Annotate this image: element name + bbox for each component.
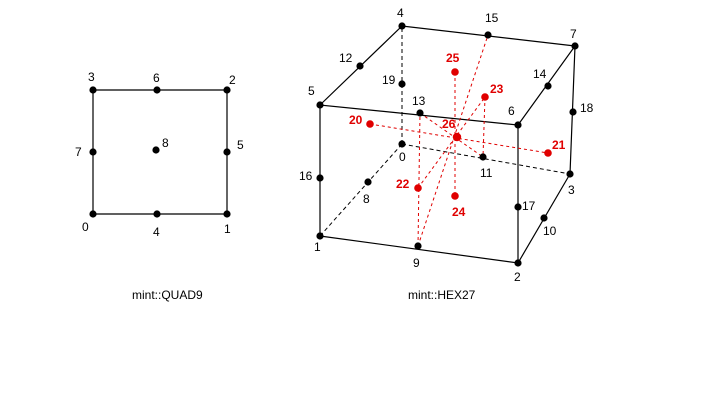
hex27-node-20 xyxy=(366,120,374,128)
quad9-label-0: 0 xyxy=(82,220,89,234)
hex27-label-25: 25 xyxy=(446,51,460,65)
hex27-label-11: 11 xyxy=(480,166,493,180)
hex27-caption: mint::HEX27 xyxy=(408,288,476,302)
quad9-node-1 xyxy=(223,210,231,218)
hex27-label-12: 12 xyxy=(339,51,353,65)
quad9-label-5: 5 xyxy=(237,138,244,152)
hex27-node-0 xyxy=(398,140,406,148)
hex27-node-21 xyxy=(544,149,552,157)
hex27-label-17: 17 xyxy=(522,199,536,213)
hex27-node-24 xyxy=(451,192,459,200)
quad9-outline xyxy=(92,89,228,215)
hex27-label-1: 1 xyxy=(314,240,321,254)
hex27-label-20: 20 xyxy=(349,113,363,127)
hex27-element: 0 1 2 3 4 5 6 7 8 9 10 11 12 13 14 15 16… xyxy=(299,6,594,302)
hex27-node-16 xyxy=(316,174,324,182)
quad9-label-4: 4 xyxy=(153,225,160,239)
quad9-node-8 xyxy=(152,146,160,154)
hex27-node-6 xyxy=(514,121,522,129)
hex27-label-10: 10 xyxy=(543,224,557,238)
hex27-label-22: 22 xyxy=(396,177,410,191)
hex27-label-13: 13 xyxy=(412,94,426,108)
hex27-node-14 xyxy=(544,82,552,90)
hex27-label-8: 8 xyxy=(363,192,370,206)
hex27-node-23 xyxy=(481,93,489,101)
hex27-label-16: 16 xyxy=(299,169,313,183)
quad9-node-3 xyxy=(89,86,97,94)
hex27-node-18 xyxy=(569,108,577,116)
hex27-label-2: 2 xyxy=(514,270,521,284)
hex27-label-9: 9 xyxy=(413,256,420,270)
hex27-label-7: 7 xyxy=(570,27,577,41)
hex27-node-22 xyxy=(414,184,422,192)
hex27-node-25 xyxy=(451,68,459,76)
quad9-element: 0 1 2 3 4 5 6 7 8 mint::QUAD9 xyxy=(75,70,244,302)
hex27-node-3 xyxy=(566,170,574,178)
hex27-label-4: 4 xyxy=(397,6,404,20)
hex27-node-15 xyxy=(484,31,492,39)
quad9-node-7 xyxy=(89,148,97,156)
hex27-label-3: 3 xyxy=(568,183,575,197)
hex27-label-6: 6 xyxy=(508,104,515,118)
hex27-node-2 xyxy=(514,259,522,267)
quad9-caption: mint::QUAD9 xyxy=(132,288,203,302)
hex27-hidden-edge-0-3 xyxy=(401,143,571,175)
hex27-label-14: 14 xyxy=(533,67,547,81)
hex27-node-9 xyxy=(414,242,422,250)
hex27-label-24: 24 xyxy=(452,205,466,219)
hex27-label-5: 5 xyxy=(308,84,315,98)
quad9-label-7: 7 xyxy=(75,145,82,159)
hex27-label-21: 21 xyxy=(552,138,566,152)
quad9-label-1: 1 xyxy=(224,222,231,236)
hex27-node-8 xyxy=(364,178,372,186)
hex27-node-10 xyxy=(540,214,548,222)
quad9-node-4 xyxy=(153,210,161,218)
quad9-label-3: 3 xyxy=(88,70,95,84)
hex27-node-19 xyxy=(398,80,406,88)
hex27-node-26 xyxy=(452,132,462,142)
hex27-node-13 xyxy=(416,109,424,117)
hex27-label-0: 0 xyxy=(399,150,406,164)
hex27-node-7 xyxy=(571,42,579,50)
quad9-label-6: 6 xyxy=(153,71,160,85)
hex27-node-1 xyxy=(316,232,324,240)
quad9-node-6 xyxy=(153,86,161,94)
quad9-node-5 xyxy=(223,148,231,156)
hex27-node-5 xyxy=(316,101,324,109)
hex27-label-18: 18 xyxy=(580,101,594,115)
hex27-node-11 xyxy=(479,153,487,161)
hex27-node-4 xyxy=(398,22,406,30)
quad9-label-2: 2 xyxy=(229,73,236,87)
hex27-node-17 xyxy=(514,203,522,211)
quad9-node-0 xyxy=(89,210,97,218)
hex27-hidden-edge-1-0 xyxy=(319,143,403,237)
quad9-label-8: 8 xyxy=(162,136,169,150)
hex27-label-15: 15 xyxy=(485,11,499,25)
hex27-node-12 xyxy=(356,62,364,70)
hex27-label-23: 23 xyxy=(490,82,504,96)
hex27-label-26: 26 xyxy=(442,117,456,131)
quad9-node-2 xyxy=(223,86,231,94)
hex27-label-19: 19 xyxy=(382,73,396,87)
